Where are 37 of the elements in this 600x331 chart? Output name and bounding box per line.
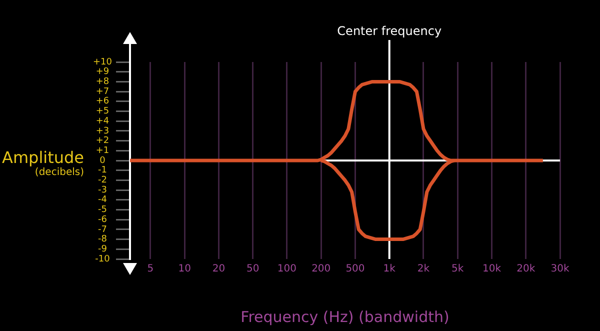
x-axis-title: Frequency (Hz) (bandwidth) xyxy=(240,308,450,326)
y-tick-label: +8 xyxy=(96,77,110,88)
y-tick-label: +6 xyxy=(96,96,110,107)
y-tick-label: -7 xyxy=(98,224,107,235)
x-tick-label: 10k xyxy=(482,264,502,275)
x-tick-label: 5 xyxy=(147,264,154,275)
y-tick-label: -2 xyxy=(98,176,107,186)
ref-line-label: Center frequency xyxy=(337,24,442,38)
y-tick-label: +10 xyxy=(93,57,112,68)
x-tick-label: 10 xyxy=(178,264,191,275)
x-tick-label: 500 xyxy=(346,264,365,275)
y-axis-title: Amplitude (decibels) xyxy=(1,148,84,178)
y-tick-label: -3 xyxy=(98,185,107,196)
y-tick-label: +7 xyxy=(96,86,110,97)
y-tick-label: -1 xyxy=(98,166,107,176)
x-tick-label: 2k xyxy=(417,264,430,275)
x-tick-label: 1k xyxy=(383,264,396,275)
x-tick-label: 5k xyxy=(452,264,464,275)
y-tick-label: +1 xyxy=(96,146,110,156)
y-tick-label: +4 xyxy=(96,116,110,126)
x-tick-label: 20k xyxy=(516,264,536,275)
y-tick-label: -5 xyxy=(98,205,107,216)
y-tick-label: -10 xyxy=(95,254,110,264)
y-tick-label: -9 xyxy=(98,244,108,254)
x-tick-label: 30k xyxy=(550,264,570,275)
y-tick-label: +9 xyxy=(96,67,110,78)
x-tick-label: 200 xyxy=(312,264,331,275)
y-tick-label: +3 xyxy=(96,126,110,136)
y-tick-label: +2 xyxy=(96,136,110,146)
x-tick-label: 100 xyxy=(277,264,297,275)
x-tick-label: 20 xyxy=(212,264,226,275)
y-tick-label: +5 xyxy=(96,106,110,117)
y-tick-label: -6 xyxy=(98,214,108,225)
x-tick-label: 50 xyxy=(246,264,260,275)
y-tick-label: -4 xyxy=(98,195,108,206)
y-tick-label: 0 xyxy=(100,156,106,166)
y-tick-label: -8 xyxy=(98,234,108,245)
